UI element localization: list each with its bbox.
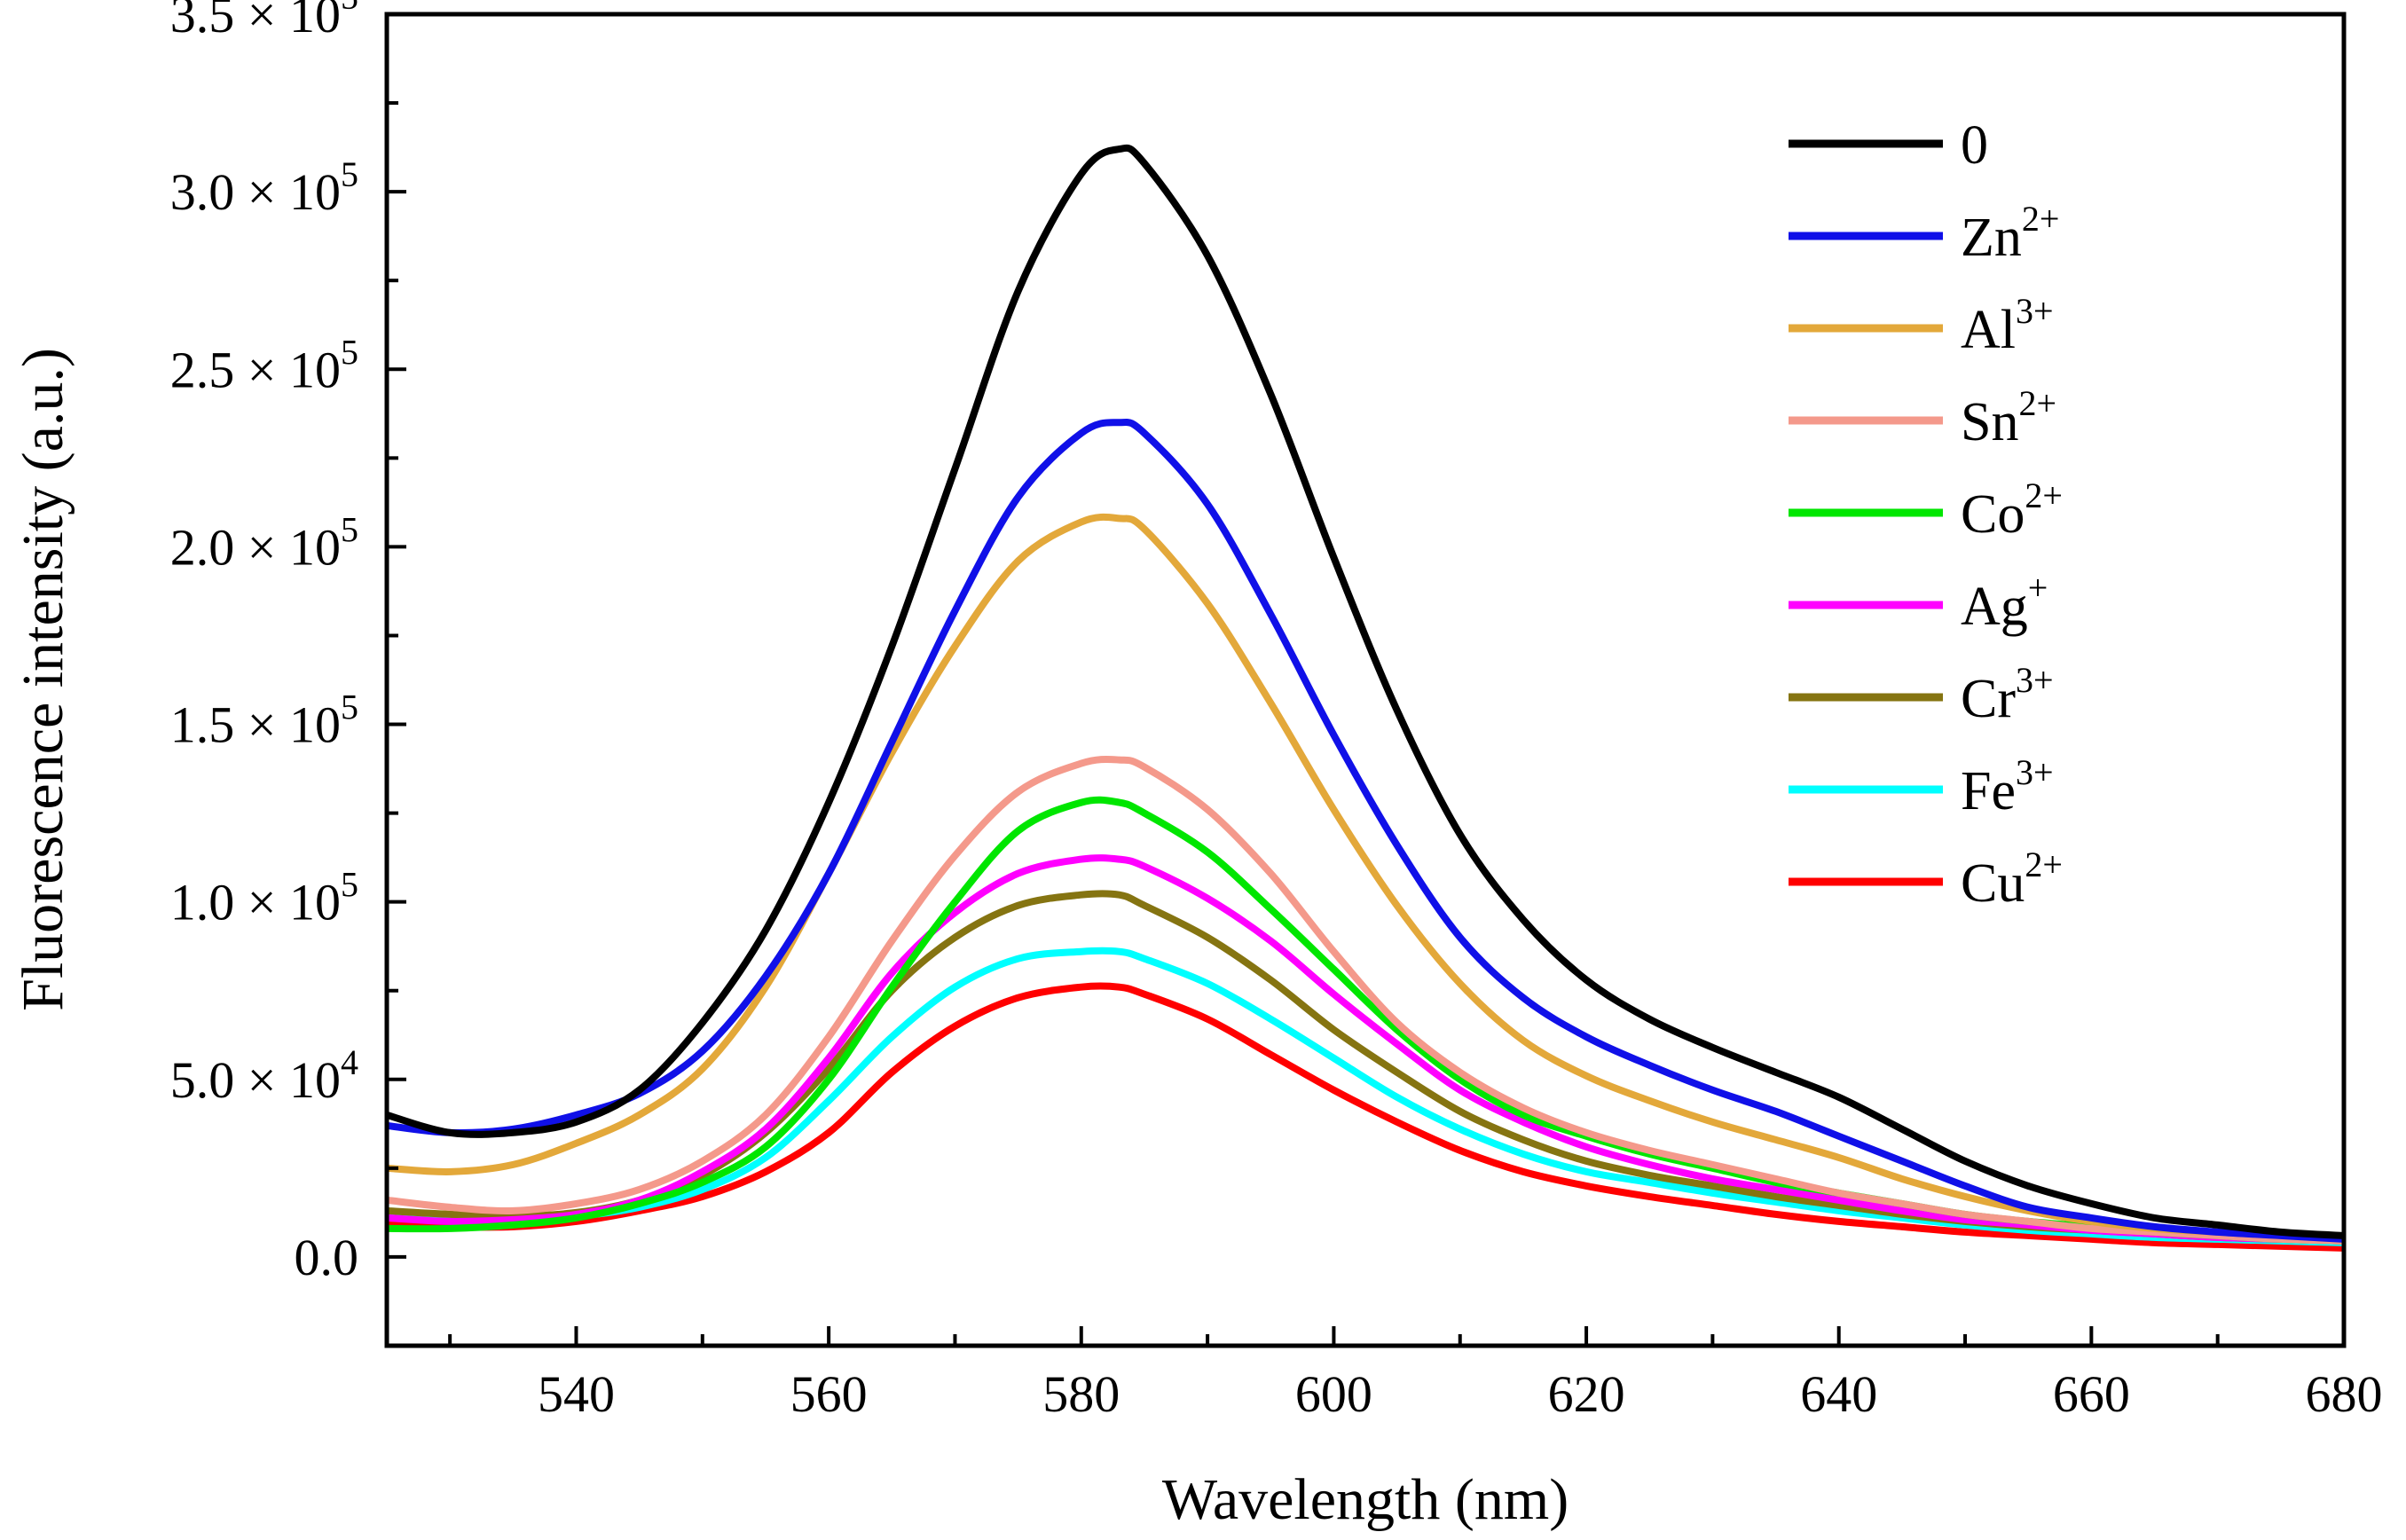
series-line-0: [387, 144, 2344, 1239]
series-line-Zn2+: [387, 419, 2344, 1243]
legend-label: 0: [1961, 115, 1988, 176]
legend: 0 Zn2+ Al3+ Sn2+ Co2+ Ag+ Cr3+ Fe3+ Cu2+: [1789, 115, 2063, 914]
series-line-Al3+: [387, 513, 2344, 1243]
series-line-Cu2+: [387, 982, 2344, 1252]
legend-label: Co2+: [1961, 475, 2063, 545]
legend-label: Al3+: [1961, 291, 2054, 360]
series-line-Fe3+: [387, 947, 2344, 1246]
plot-frame: [384, 12, 2347, 1348]
y-tick-label: 3.5 × 105: [170, 0, 358, 43]
x-tick-label: 580: [1042, 1365, 1120, 1423]
x-axis-label: Wavelength (nm): [1162, 1467, 1569, 1532]
legend-label: Fe3+: [1961, 752, 2054, 821]
y-tick-label: 2.0 × 105: [170, 509, 358, 576]
x-tick-label: 640: [1800, 1365, 1877, 1423]
legend-label: Sn2+: [1961, 383, 2056, 452]
x-tick-label: 600: [1295, 1365, 1372, 1423]
x-tick-label: 540: [538, 1365, 615, 1423]
x-tick-label: 680: [2306, 1365, 2383, 1423]
y-tick-label: 5.0 × 104: [170, 1042, 358, 1109]
y-axis-label: Fluorescence intensity (a.u.): [11, 348, 75, 1011]
y-tick-label: 0.0: [295, 1229, 359, 1286]
legend-label: Cu2+: [1961, 845, 2063, 914]
x-tick-label: 560: [790, 1365, 868, 1423]
legend-label: Ag+: [1961, 568, 2048, 637]
legend-label: Zn2+: [1961, 199, 2059, 268]
series-line-Sn2+: [387, 755, 2344, 1245]
y-tick-label: 1.5 × 105: [170, 688, 358, 754]
y-tick-label: 3.0 × 105: [170, 154, 358, 221]
x-tick-label: 620: [1548, 1365, 1625, 1423]
series-line-Ag+: [387, 854, 2344, 1245]
legend-label: Cr3+: [1961, 660, 2054, 729]
y-tick-label: 2.5 × 105: [170, 332, 358, 398]
x-tick-label: 660: [2053, 1365, 2130, 1423]
ticks-layer: 540 560 580 600 620 640 660 680 0.0 5.0 × 104 1.0 …: [170, 0, 2383, 1423]
y-tick-label: 1.0 × 105: [170, 865, 358, 931]
series-layer: [387, 144, 2344, 1252]
